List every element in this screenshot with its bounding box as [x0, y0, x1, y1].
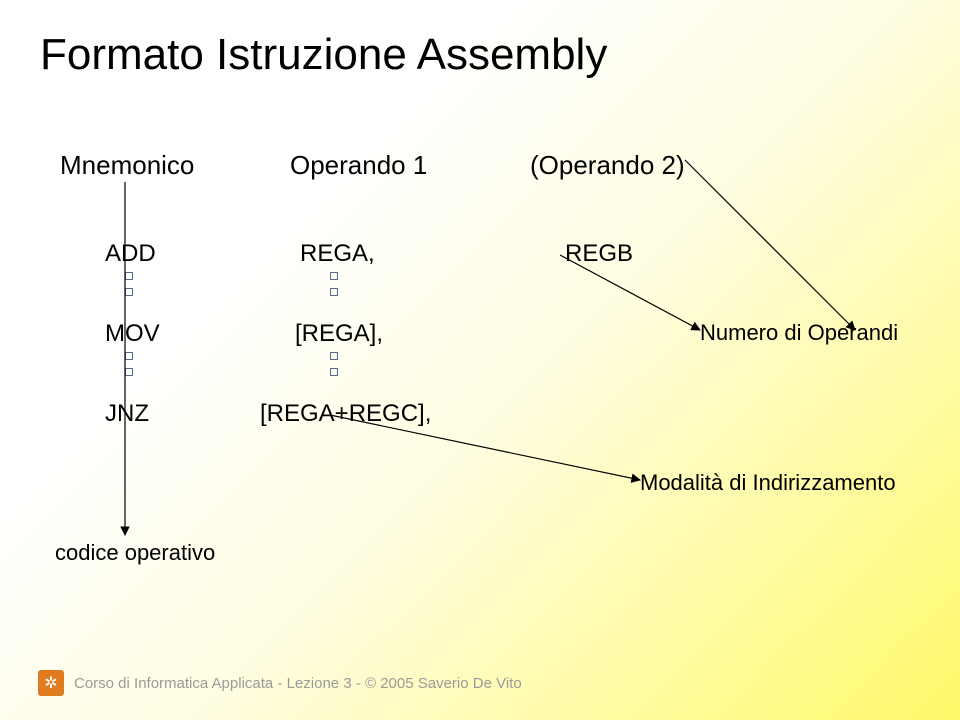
page-title: Formato Istruzione Assembly — [40, 30, 607, 80]
footer-text: Corso di Informatica Applicata - Lezione… — [74, 675, 522, 692]
op2-item: REGB — [565, 240, 633, 268]
bullet-icon — [330, 272, 338, 280]
header-operando1: Operando 1 — [290, 150, 427, 181]
bullet-icon — [330, 368, 338, 376]
bullet-icon — [125, 288, 133, 296]
annotation-modalita: Modalità di Indirizzamento — [640, 470, 896, 496]
annotation-numero: Numero di Operandi — [700, 320, 898, 346]
bullet-icon — [330, 288, 338, 296]
op1-item: [REGA+REGC], — [260, 400, 431, 428]
mnem-item: ADD — [105, 240, 156, 268]
bullet-icon — [125, 272, 133, 280]
op1-item: REGA, — [300, 240, 375, 268]
annotation-codice: codice operativo — [55, 540, 215, 566]
header-operando2: (Operando 2) — [530, 150, 685, 181]
op1-item: [REGA], — [295, 320, 383, 348]
mnem-item: MOV — [105, 320, 160, 348]
header-mnemonico: Mnemonico — [60, 150, 194, 181]
bullet-icon — [330, 352, 338, 360]
bullet-icon — [125, 352, 133, 360]
mnem-item: JNZ — [105, 400, 149, 428]
footer-logo-icon: ✲ — [38, 670, 64, 696]
bullet-icon — [125, 368, 133, 376]
footer: ✲ Corso di Informatica Applicata - Lezio… — [38, 670, 522, 696]
connector-layer — [0, 0, 960, 720]
